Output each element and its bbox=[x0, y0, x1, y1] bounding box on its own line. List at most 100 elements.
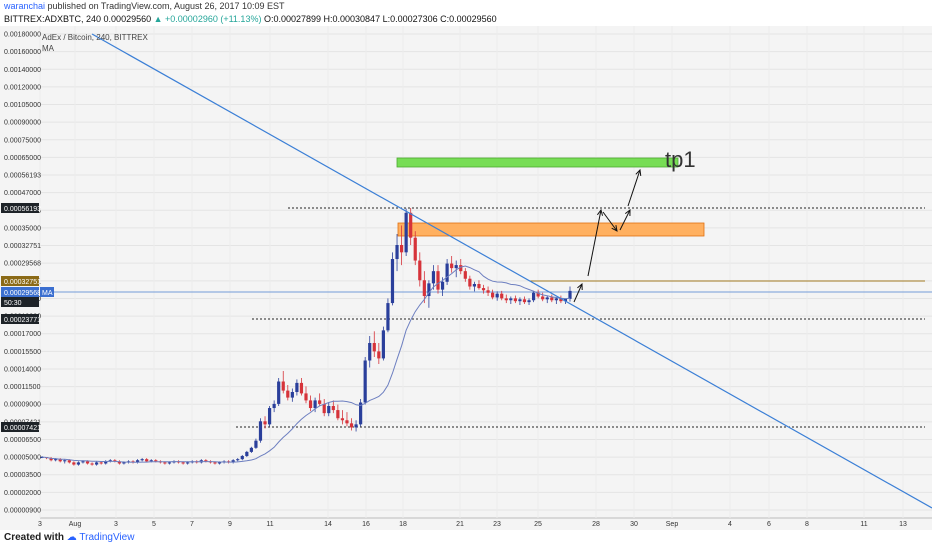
candle-body bbox=[327, 406, 331, 414]
x-tick-label: 5 bbox=[152, 521, 156, 528]
candle-body bbox=[217, 462, 222, 464]
price-label-bg bbox=[1, 276, 39, 286]
price-label-bg bbox=[1, 287, 39, 297]
y-tick-label: 0.00015500 bbox=[4, 349, 41, 356]
candle-body bbox=[554, 298, 558, 301]
y-tick-label: 0.00075000 bbox=[4, 137, 41, 144]
candle-body bbox=[122, 462, 126, 464]
price-chart[interactable]: 0.00000900 0.00002000 0.00003500 0.00005000… bbox=[0, 26, 932, 530]
candle-body bbox=[550, 297, 554, 301]
candle-body bbox=[500, 293, 504, 299]
candle-body bbox=[181, 462, 185, 464]
arrow-2-head bbox=[596, 208, 604, 216]
candle-body bbox=[58, 459, 62, 462]
candle-body bbox=[54, 459, 58, 461]
resistance-zone-orange bbox=[397, 222, 705, 237]
candle-body bbox=[450, 263, 454, 269]
x-tick-label: 8 bbox=[805, 521, 809, 528]
candle-body bbox=[99, 462, 103, 464]
arrow-3 bbox=[602, 211, 618, 232]
candle-body bbox=[536, 292, 540, 297]
candle-body bbox=[263, 421, 267, 425]
symbol-info: BITTREX:ADXBTC, 240 0.00029560 ▲ +0.0000… bbox=[4, 14, 497, 24]
candle-body bbox=[359, 402, 363, 425]
candle-body bbox=[349, 423, 354, 428]
x-tick-label: 25 bbox=[534, 521, 542, 528]
price-label-bg bbox=[1, 314, 39, 324]
candle-body bbox=[272, 403, 276, 409]
candle-body bbox=[81, 461, 85, 463]
x-tick-label: 7 bbox=[190, 521, 194, 528]
candle-body bbox=[85, 461, 90, 464]
y-tick-label: 0.00056193 bbox=[4, 173, 41, 180]
price-label-bg bbox=[1, 422, 39, 432]
candle-body bbox=[117, 461, 121, 464]
candle-body bbox=[186, 462, 190, 464]
zones bbox=[396, 157, 705, 237]
candle-body bbox=[49, 458, 53, 461]
candle-body bbox=[245, 451, 249, 456]
author-link[interactable]: waranchai bbox=[4, 1, 46, 11]
candle-body bbox=[281, 381, 285, 391]
candle-body bbox=[390, 259, 395, 304]
candle-body bbox=[104, 461, 108, 464]
candle-body bbox=[240, 455, 244, 460]
x-tick-label: 11 bbox=[860, 521, 867, 528]
candle-body bbox=[409, 212, 413, 238]
y-tick-label: 0.00006500 bbox=[4, 437, 41, 444]
candle-body bbox=[422, 280, 426, 297]
x-tick-label: 13 bbox=[899, 521, 907, 528]
candle-body bbox=[336, 410, 340, 419]
candle-body bbox=[436, 271, 440, 290]
candle-body bbox=[463, 271, 467, 279]
price-label-text: 50:30 bbox=[4, 300, 22, 307]
footer: Created with ☁ TradingView bbox=[4, 532, 134, 543]
candle-body bbox=[277, 381, 281, 404]
candle-body bbox=[399, 245, 404, 253]
y-tick-label: 0.00029568 bbox=[4, 261, 41, 268]
x-tick-label: 14 bbox=[324, 521, 332, 528]
x-tick-label: 6 bbox=[767, 521, 771, 528]
target-zone-green bbox=[396, 157, 679, 168]
y-tick-label: 0.00180000 bbox=[4, 32, 41, 39]
arrow-3-head bbox=[611, 225, 618, 232]
x-tick-label: 3 bbox=[114, 521, 118, 528]
x-tick-label: 18 bbox=[399, 521, 407, 528]
x-tick-label: 28 bbox=[592, 521, 600, 528]
y-tick-label: 0.00003500 bbox=[4, 472, 41, 479]
candle-body bbox=[563, 298, 568, 302]
tradingview-logo[interactable]: ☁ TradingView bbox=[66, 532, 135, 543]
y-tick-label: 0.00160000 bbox=[4, 49, 41, 56]
price-label-text: 0.00029568 bbox=[4, 290, 41, 297]
candle-body bbox=[372, 343, 376, 352]
created-with-text: Created with bbox=[4, 532, 65, 543]
candle-body bbox=[541, 296, 545, 300]
arrow-5-head bbox=[635, 168, 642, 177]
candle-body bbox=[213, 462, 217, 464]
candle-body bbox=[67, 460, 71, 463]
candle-body bbox=[322, 403, 326, 414]
price-label-text: 0.00056193 bbox=[4, 206, 41, 213]
candle-body bbox=[522, 299, 527, 303]
overlays: tp1 bbox=[41, 33, 932, 509]
ohlc-values: O:0.00027899 H:0.00030847 L:0.00027306 C… bbox=[263, 14, 497, 24]
candle-body bbox=[313, 400, 317, 409]
candle-body bbox=[472, 283, 477, 287]
candle-body bbox=[559, 298, 563, 302]
candle-body bbox=[254, 440, 258, 448]
candle-body bbox=[231, 460, 235, 463]
price-label-bg bbox=[1, 297, 39, 307]
candle-body bbox=[509, 298, 513, 301]
arrow-1 bbox=[573, 283, 583, 303]
ma-tag-bg bbox=[40, 287, 54, 297]
y-tick-label: 0.00032751 bbox=[4, 243, 41, 250]
candle-body bbox=[418, 260, 422, 281]
candle-body bbox=[440, 281, 445, 290]
candle-body bbox=[377, 351, 381, 359]
candle-body bbox=[63, 460, 67, 462]
x-tick-label: 21 bbox=[456, 521, 464, 528]
symbol-label: BITTREX:ADXBTC, 240 bbox=[4, 14, 102, 24]
y-tick-label: 0.00014000 bbox=[4, 366, 41, 373]
arrow-2 bbox=[587, 209, 602, 277]
y-tick-label: 0.00105000 bbox=[4, 102, 41, 109]
